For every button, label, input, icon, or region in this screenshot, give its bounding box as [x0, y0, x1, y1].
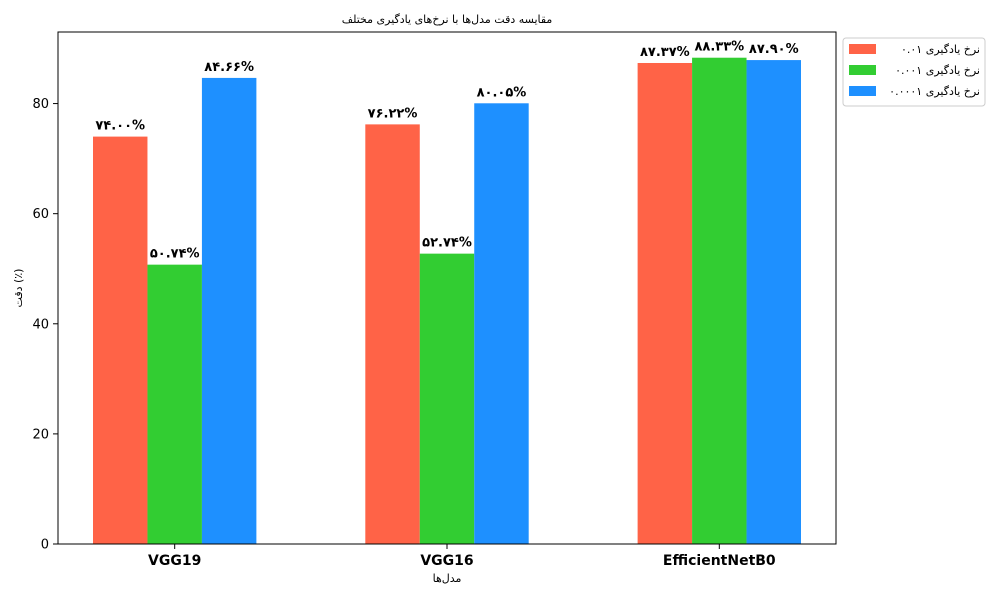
legend-swatch: [849, 86, 876, 96]
bar-labels-layer: ۷۴.۰۰% ۷۶.۲۲% ۸۷.۳۷% ۵۰.۷۴% ۵۲.۷۴% ۸۸.۳۳% ۸۴.۶…: [95, 40, 798, 262]
bar-vgg19-series-2: [147, 264, 202, 544]
legend-label: نرخ یادگیری ۰.۰۰۰۱: [889, 85, 980, 98]
bar-value-label: ۷۶.۲۲%: [368, 106, 418, 121]
bar-value-label: ۵۲.۷۴%: [422, 236, 472, 251]
y-tick-label: 60: [32, 207, 49, 222]
bar-value-label: ۸۸.۳۳%: [694, 40, 744, 55]
x-axis-label: مدل‌ها: [433, 572, 462, 585]
y-tick-label: 40: [32, 317, 49, 332]
bar-vgg19-series-1: [93, 136, 148, 544]
legend: نرخ یادگیری ۰.۰۱ نرخ یادگیری ۰.۰۰۱ نرخ یاد…: [842, 37, 986, 107]
y-tick-label: 80: [32, 97, 49, 112]
legend-label: نرخ یادگیری ۰.۰۰۱: [895, 64, 980, 77]
bar-vgg19-series-3: [201, 77, 257, 544]
y-axis: 0 20 40 60 80: [32, 97, 58, 553]
bar-value-label: ۸۰.۰۵%: [477, 85, 527, 100]
bar-efficientnetb0-series-3: [746, 60, 801, 544]
x-tick-label: EfficientNetB0: [663, 553, 776, 569]
legend-swatch: [849, 65, 876, 75]
y-tick-label: 20: [32, 427, 49, 442]
y-tick-label: 0: [41, 538, 49, 553]
x-tick-label: VGG16: [420, 553, 473, 569]
x-tick-label: VGG19: [148, 553, 201, 569]
bar-value-label: ۸۴.۶۶%: [204, 60, 254, 75]
bar-vgg16-series-2: [419, 253, 475, 544]
bar-efficientnetb0-series-1: [637, 62, 693, 544]
bar-value-label: ۵۰.۷۴%: [150, 247, 200, 262]
bar-vgg16-series-1: [365, 124, 420, 544]
y-axis-label: دقت (٪): [12, 269, 25, 308]
legend-swatch: [849, 44, 876, 54]
bar-value-label: ۷۴.۰۰%: [95, 119, 145, 134]
bars-layer: [93, 57, 801, 545]
bar-value-label: ۸۷.۹۰%: [749, 42, 799, 57]
legend-label: نرخ یادگیری ۰.۰۱: [901, 43, 980, 56]
legend-frame: [842, 37, 986, 107]
bar-efficientnetb0-series-2: [692, 57, 747, 544]
bar-value-label: ۸۷.۳۷%: [640, 45, 690, 60]
x-axis: VGG19 VGG16 EfficientNetB0: [148, 544, 776, 569]
chart-title: مقایسه دقت مدل‌ها با نرخ‌های یادگیری مخت…: [342, 13, 553, 26]
bar-vgg16-series-3: [474, 103, 529, 545]
